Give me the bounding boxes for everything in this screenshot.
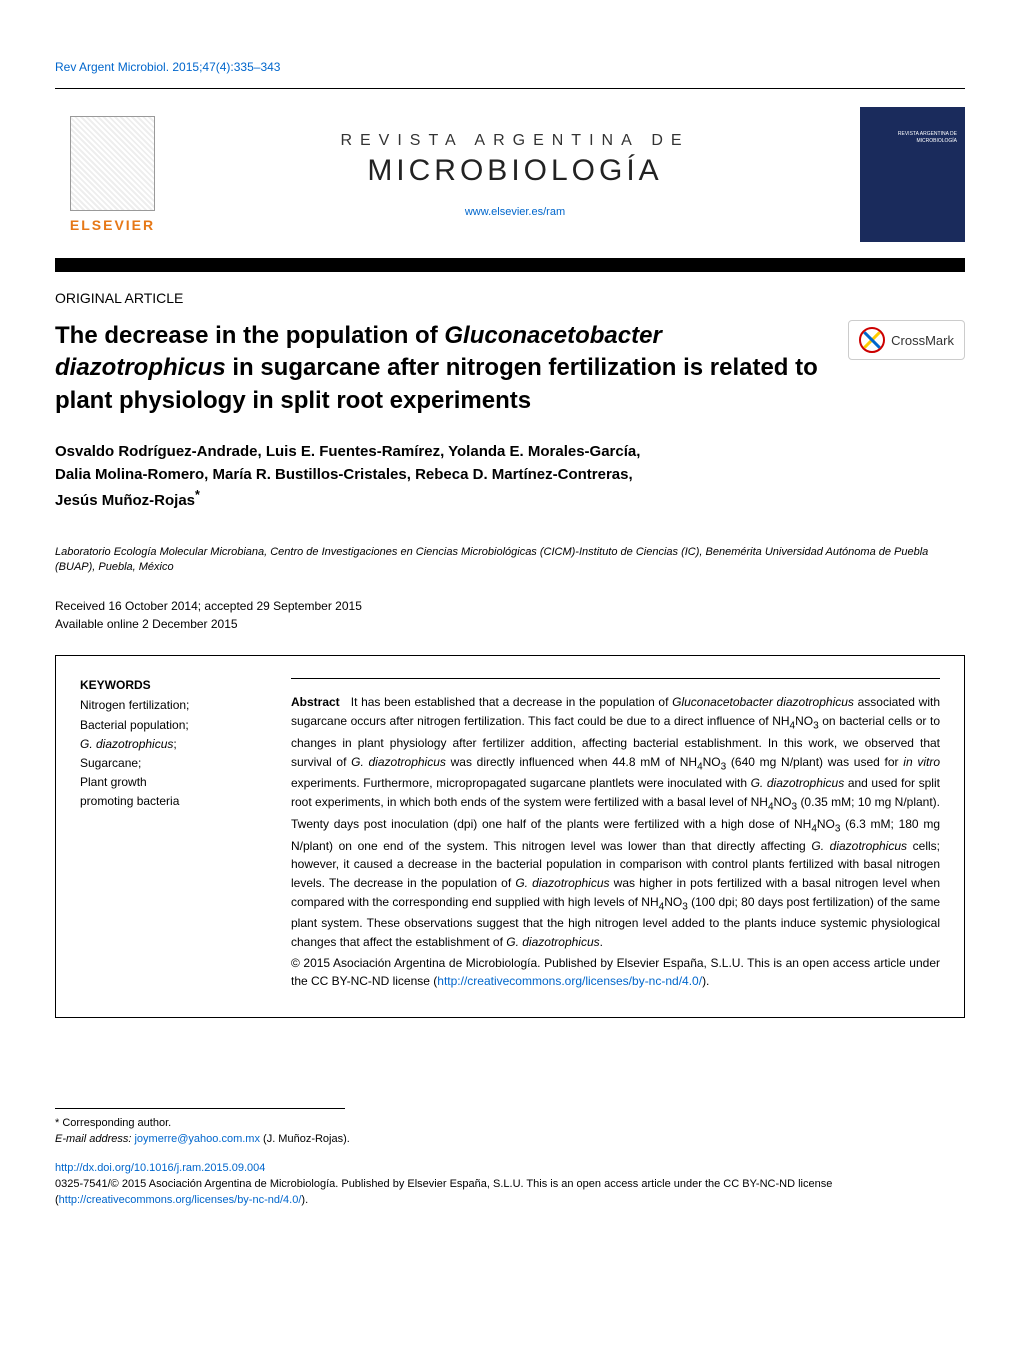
crossmark-label: CrossMark [891,333,954,348]
article-type: ORIGINAL ARTICLE [55,290,965,306]
elsevier-tree-icon [70,116,155,211]
article-dates: Received 16 October 2014; accepted 29 Se… [55,597,965,633]
publisher-logo: ELSEVIER [55,116,170,233]
article-title: The decrease in the population of Glucon… [55,320,828,417]
journal-title-block: REVISTA ARGENTINA DE MICROBIOLOGÍA www.e… [170,132,860,218]
crossmark-icon [859,327,885,353]
footer-license-link[interactable]: http://creativecommons.org/licenses/by-n… [59,1194,302,1206]
journal-url[interactable]: www.elsevier.es/ram [170,206,860,218]
copyright-suffix: ). [301,1194,308,1206]
journal-supertitle: REVISTA ARGENTINA DE [170,132,860,150]
page: Rev Argent Microbiol. 2015;47(4):335–343… [0,0,1020,1249]
journal-cover-thumbnail: REVISTA ARGENTINA DE MICROBIOLOGÍA [860,107,965,242]
keywords-column: KEYWORDS Nitrogen fertilization; Bacteri… [80,678,255,990]
divider-bar [55,258,965,272]
received-accepted-date: Received 16 October 2014; accepted 29 Se… [55,597,965,615]
copyright-footer: 0325-7541/© 2015 Asociación Argentina de… [55,1176,965,1209]
footnote-rule [55,1108,345,1109]
abstract-keywords-box: KEYWORDS Nitrogen fertilization; Bacteri… [55,655,965,1017]
license-link[interactable]: http://creativecommons.org/licenses/by-n… [437,974,702,988]
footnotes: * Corresponding author. E-mail address: … [55,1115,965,1148]
spacer [55,1018,965,1108]
doi-link[interactable]: http://dx.doi.org/10.1016/j.ram.2015.09.… [55,1162,965,1174]
keyword-item: Nitrogen fertilization; [80,696,255,715]
keyword-item: Bacterial population; [80,716,255,735]
email-line: E-mail address: joymerre@yahoo.com.mx (J… [55,1131,965,1148]
email-label: E-mail address: [55,1133,131,1145]
abstract-text: Abstract It has been established that a … [291,693,940,951]
journal-title: MICROBIOLOGÍA [170,154,860,188]
masthead: ELSEVIER REVISTA ARGENTINA DE MICROBIOLO… [55,89,965,258]
keyword-item: G. diazotrophicus; [80,735,255,754]
keywords-heading: KEYWORDS [80,678,255,692]
affiliation: Laboratorio Ecología Molecular Microbian… [55,545,965,576]
email-author-name: (J. Muñoz-Rojas). [263,1133,350,1145]
abstract-column: Abstract It has been established that a … [291,678,940,990]
keyword-item: Plant growthpromoting bacteria [80,773,255,811]
abstract-lead: Abstract [291,695,340,709]
abstract-rule [291,678,940,679]
license-suffix: ). [702,974,709,988]
available-online-date: Available online 2 December 2015 [55,615,965,633]
keywords-list: Nitrogen fertilization; Bacterial popula… [80,696,255,811]
title-row: The decrease in the population of Glucon… [55,320,965,417]
license-text: © 2015 Asociación Argentina de Microbiol… [291,954,940,991]
author-email[interactable]: joymerre@yahoo.com.mx [134,1133,259,1145]
cover-thumb-label: REVISTA ARGENTINA DE MICROBIOLOGÍA [868,131,957,145]
citation-header: Rev Argent Microbiol. 2015;47(4):335–343 [55,60,965,88]
authors: Osvaldo Rodríguez-Andrade, Luis E. Fuent… [55,441,965,513]
keyword-item: Sugarcane; [80,754,255,773]
corresponding-author-note: * Corresponding author. [55,1115,965,1132]
publisher-name: ELSEVIER [55,217,170,233]
crossmark-badge[interactable]: CrossMark [848,320,965,360]
